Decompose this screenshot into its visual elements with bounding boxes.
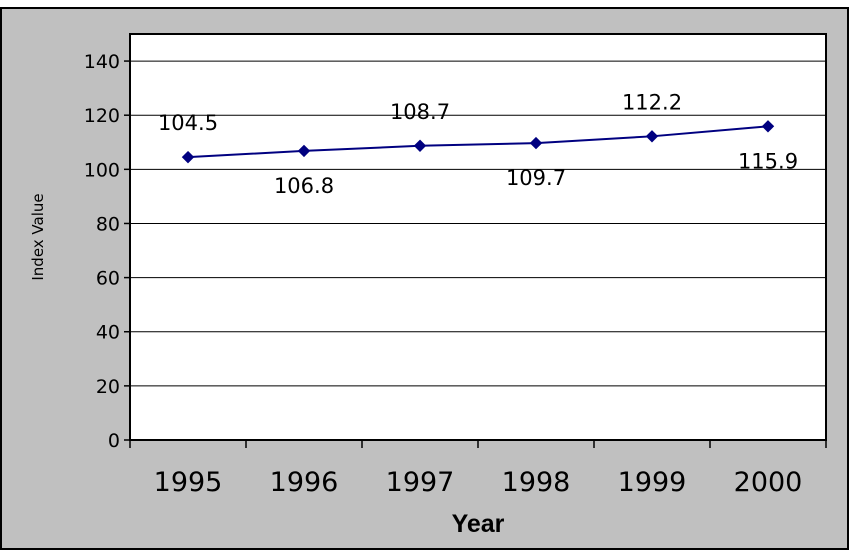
data-label: 109.7	[506, 166, 566, 190]
series-layer	[181, 120, 775, 164]
x-tick-label: 2000	[734, 467, 803, 498]
plot-area	[129, 33, 827, 441]
x-tick-label: 1997	[386, 467, 455, 498]
y-tick-label: 80	[96, 213, 120, 235]
x-axis-title: Year	[452, 510, 505, 538]
y-tick-label: 100	[84, 159, 120, 181]
data-label: 104.5	[158, 111, 218, 135]
data-labels: 104.5 106.8 108.7 109.7 112.2 115.9	[158, 90, 798, 198]
data-label: 108.7	[390, 100, 450, 124]
data-point-marker	[645, 130, 659, 143]
y-axis-title: Index Value	[29, 193, 47, 280]
y-tick-label: 20	[96, 376, 120, 398]
y-tick-label: 40	[96, 322, 120, 344]
y-axis-ticks: 0 20 40 60 80 100 120 140	[84, 51, 130, 452]
x-tick-label: 1998	[502, 467, 571, 498]
y-tick-label: 0	[108, 430, 120, 452]
y-tick-label: 120	[84, 105, 120, 127]
x-tick-label: 1995	[154, 467, 223, 498]
data-label: 115.9	[738, 149, 798, 173]
series-line	[187, 125, 769, 159]
data-point-marker	[529, 136, 543, 150]
data-point-marker	[297, 144, 311, 158]
data-point-marker	[181, 150, 195, 164]
y-tick-label: 140	[84, 51, 120, 73]
data-label: 112.2	[622, 90, 682, 114]
x-axis-ticks: 1995 1996 1997 1998 1999 2000	[129, 440, 827, 498]
y-tick-label: 60	[96, 268, 120, 290]
data-point-marker	[413, 139, 427, 152]
data-label: 106.8	[274, 174, 334, 198]
gridlines	[130, 60, 826, 387]
x-tick-label: 1999	[618, 467, 687, 498]
data-point-marker	[761, 120, 775, 133]
x-tick-label: 1996	[270, 467, 339, 498]
